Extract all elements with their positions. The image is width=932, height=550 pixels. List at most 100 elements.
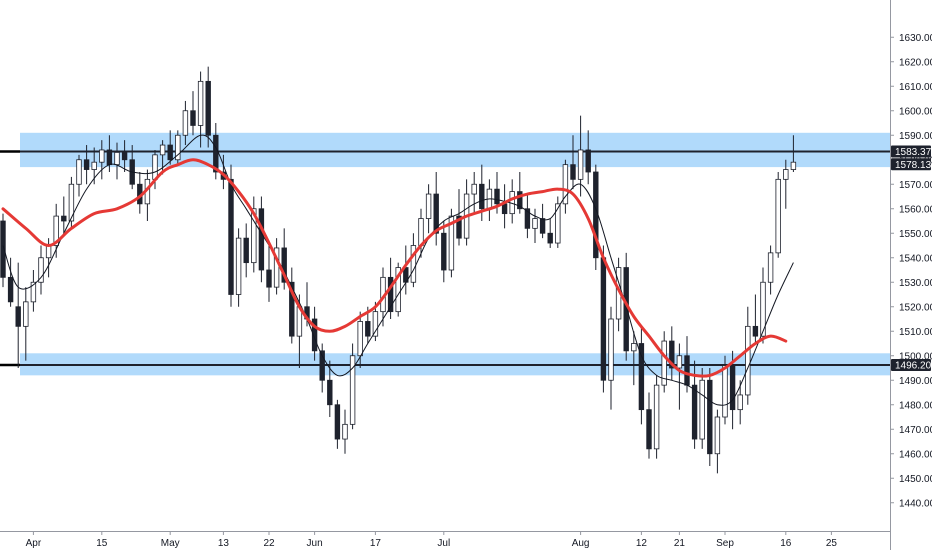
price-tick-label: 1630.000 bbox=[899, 33, 932, 44]
candle-up bbox=[357, 321, 363, 357]
candle-down bbox=[327, 379, 333, 406]
time-tick-label: Jun bbox=[307, 538, 323, 549]
candle-down bbox=[0, 220, 6, 278]
candle-up bbox=[418, 218, 424, 246]
price-tick-label: 1560.000 bbox=[899, 204, 932, 215]
candle-up bbox=[23, 301, 29, 327]
time-tick-label: 22 bbox=[263, 538, 275, 549]
candle-down bbox=[539, 218, 546, 234]
candle-down bbox=[7, 276, 14, 303]
candle-down bbox=[213, 134, 219, 173]
price-tick-label: 1570.000 bbox=[899, 180, 932, 191]
candle-down bbox=[387, 276, 394, 313]
price-tick-label: 1520.000 bbox=[899, 302, 932, 313]
candle-up bbox=[745, 325, 751, 396]
candle-down bbox=[524, 208, 531, 229]
time-tick-label: 16 bbox=[780, 538, 792, 549]
price-tick-label: 1620.000 bbox=[899, 57, 932, 68]
price-tick-label: 1610.000 bbox=[899, 82, 932, 93]
time-tick-label: 15 bbox=[96, 538, 108, 549]
candle-up bbox=[175, 134, 181, 161]
candle-down bbox=[517, 191, 523, 210]
candle-up bbox=[471, 183, 477, 195]
candle-down bbox=[228, 178, 234, 295]
candle-down bbox=[441, 232, 447, 271]
price-tick-label: 1440.000 bbox=[899, 498, 932, 509]
price-tags: 1583.376 1578.138 1496.205 bbox=[891, 145, 932, 372]
slow-moving-average-line bbox=[1, 158, 788, 378]
candle-up bbox=[114, 151, 120, 166]
price-tick-label: 1450.000 bbox=[899, 474, 932, 485]
price-tick-label: 1590.000 bbox=[899, 131, 932, 142]
candle-up bbox=[767, 252, 774, 283]
price-tick-label: 1490.000 bbox=[899, 376, 932, 387]
time-tick-label: 13 bbox=[218, 538, 230, 549]
candle-down bbox=[501, 203, 508, 215]
candle-up bbox=[410, 245, 417, 283]
time-tick-label: 17 bbox=[370, 538, 382, 549]
candle-down bbox=[547, 232, 553, 244]
candle-down bbox=[494, 188, 500, 205]
candle-up bbox=[577, 149, 584, 180]
candle-up bbox=[235, 237, 242, 295]
candle-down bbox=[334, 404, 341, 440]
price-tick-label: 1480.000 bbox=[899, 400, 932, 411]
candle-down bbox=[61, 215, 67, 222]
candle-up bbox=[372, 311, 379, 337]
candle-up bbox=[676, 355, 683, 369]
candle-down bbox=[281, 247, 287, 283]
time-tick-label: 25 bbox=[826, 538, 838, 549]
candle-down bbox=[669, 340, 675, 369]
time-axis[interactable]: Apr 15 May 13 22 Jun 17 Jul Aug 12 21 Sep 16 25 bbox=[0, 531, 890, 549]
candle-up bbox=[182, 110, 189, 136]
candle-down bbox=[190, 110, 196, 126]
candle-up bbox=[562, 164, 569, 205]
price-tag-box bbox=[891, 359, 931, 372]
candle-up bbox=[99, 149, 105, 163]
time-tick-label: Aug bbox=[572, 538, 590, 549]
price-tick-label: 1510.000 bbox=[899, 327, 932, 338]
candle-down bbox=[684, 355, 690, 386]
price-tag-label: 1496.205 bbox=[895, 361, 932, 372]
time-tick-label: Jul bbox=[437, 538, 450, 549]
candles bbox=[0, 66, 797, 474]
candle-up bbox=[790, 161, 797, 170]
candle-down bbox=[570, 164, 576, 180]
candle-down bbox=[319, 350, 325, 381]
price-tag-label: 1583.376 bbox=[895, 147, 932, 158]
candle-down bbox=[752, 325, 759, 337]
candle-down bbox=[83, 159, 90, 170]
candle-down bbox=[646, 409, 652, 450]
price-tag-box bbox=[891, 145, 931, 158]
candle-up bbox=[608, 318, 614, 381]
candle-up bbox=[714, 416, 721, 455]
price-tag-box bbox=[891, 158, 931, 171]
candle-down bbox=[289, 281, 295, 337]
candle-down bbox=[729, 365, 736, 411]
candle-up bbox=[395, 267, 401, 313]
candle-up bbox=[159, 144, 166, 156]
candle-up bbox=[783, 169, 789, 180]
candle-down bbox=[258, 208, 265, 271]
candle-up bbox=[91, 161, 97, 170]
price-tick-label: 1540.000 bbox=[899, 253, 932, 264]
candle-up bbox=[38, 257, 44, 283]
price-tick-label: 1550.000 bbox=[899, 229, 932, 240]
candle-up bbox=[273, 247, 280, 288]
time-tick-label: May bbox=[161, 538, 180, 549]
candle-up bbox=[251, 208, 257, 264]
time-tick-label: Apr bbox=[26, 538, 42, 549]
candle-down bbox=[311, 318, 318, 352]
candle-up bbox=[425, 193, 432, 219]
candle-up bbox=[555, 203, 561, 244]
candle-down bbox=[167, 144, 173, 161]
price-tick-label: 1470.000 bbox=[899, 425, 932, 436]
candle-up bbox=[197, 80, 204, 126]
candle-up bbox=[76, 159, 82, 185]
candle-down bbox=[365, 321, 371, 337]
candle-down bbox=[433, 193, 439, 234]
candle-up bbox=[722, 365, 728, 418]
candle-up bbox=[30, 281, 37, 303]
